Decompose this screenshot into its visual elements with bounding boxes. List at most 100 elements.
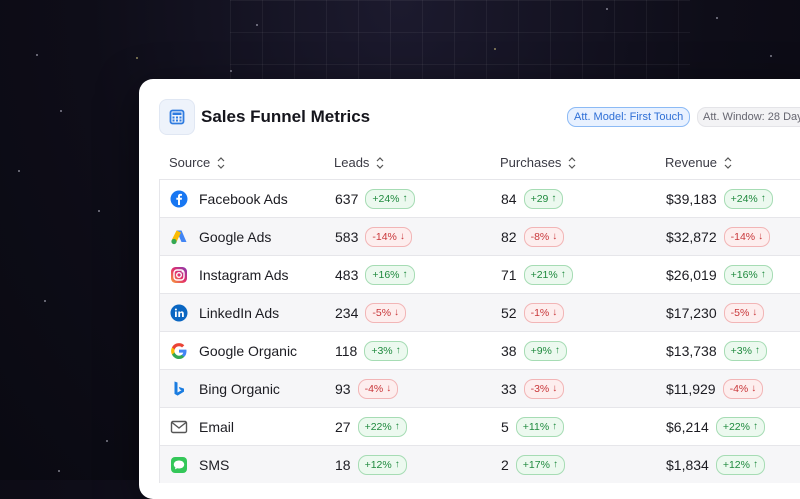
arrow-up-icon: ↑ xyxy=(395,345,401,356)
table-row[interactable]: Instagram Ads 483 +16% ↑ 71 +21% ↑ $26,019 +16% ↑ xyxy=(159,255,800,293)
leads-cell: 18 +12% ↑ xyxy=(335,446,407,483)
revenue-change-badge: +12% ↑ xyxy=(715,454,765,475)
revenue-cell: $11,929 -4% ↓ xyxy=(666,370,764,407)
table-header: Source Leads Purchases Revenue xyxy=(159,153,800,177)
revenue-change-badge: -14% ↓ xyxy=(723,226,771,247)
change-value: +21% xyxy=(530,268,558,281)
attribution-window-pill[interactable]: Att. Window: 28 Days xyxy=(697,107,800,127)
arrow-down-icon: ↓ xyxy=(394,307,400,318)
purchases-value: 52 xyxy=(501,304,517,321)
purchases-value: 2 xyxy=(501,456,509,473)
source-cell: Facebook Ads xyxy=(170,180,288,217)
change-value: +11% xyxy=(522,420,550,433)
arrow-up-icon: ↑ xyxy=(560,269,566,280)
leads-cell: 118 +3% ↑ xyxy=(335,332,408,369)
column-header-leads[interactable]: Leads xyxy=(334,155,385,170)
table-row[interactable]: Email 27 +22% ↑ 5 +11% ↑ $6,214 +22% ↑ xyxy=(159,407,800,445)
google-ads-icon xyxy=(170,228,188,246)
arrow-down-icon: ↓ xyxy=(386,383,392,394)
attribution-model-pill[interactable]: Att. Model: First Touch xyxy=(567,107,691,127)
instagram-icon xyxy=(170,266,188,284)
revenue-value: $17,230 xyxy=(666,304,717,321)
purchases-value: 84 xyxy=(501,190,517,207)
arrow-up-icon: ↑ xyxy=(754,345,760,356)
table-row[interactable]: SMS 18 +12% ↑ 2 +17% ↑ $1,834 +12% ↑ xyxy=(159,445,800,483)
leads-value: 118 xyxy=(335,342,358,359)
purchases-change-badge: +29 ↑ xyxy=(523,188,564,209)
column-header-revenue[interactable]: Revenue xyxy=(665,155,733,170)
leads-change-badge: -4% ↓ xyxy=(357,378,399,399)
purchases-change-badge: +17% ↑ xyxy=(515,454,565,475)
sort-icon xyxy=(724,156,732,169)
leads-change-badge: +24% ↑ xyxy=(365,188,415,209)
leads-change-badge: -14% ↓ xyxy=(365,226,412,247)
leads-change-badge: +3% ↑ xyxy=(364,340,408,361)
change-value: -5% xyxy=(372,306,392,319)
table-row[interactable]: Google Ads 583 -14% ↓ 82 -8% ↓ $32,872 -14% ↓ xyxy=(159,217,800,255)
revenue-change-badge: +3% ↑ xyxy=(723,340,767,361)
arrow-down-icon: ↓ xyxy=(758,231,764,242)
column-header-label: Leads xyxy=(334,155,370,170)
change-value: +9% xyxy=(530,344,552,357)
column-header-source[interactable]: Source xyxy=(169,155,226,170)
email-icon xyxy=(170,418,188,436)
leads-cell: 234 -5% ↓ xyxy=(335,294,407,331)
revenue-value: $1,834 xyxy=(666,456,709,473)
purchases-value: 82 xyxy=(501,228,517,245)
background-grid xyxy=(230,0,690,90)
arrow-up-icon: ↑ xyxy=(552,459,558,470)
arrow-down-icon: ↓ xyxy=(752,307,758,318)
change-value: +16% xyxy=(372,268,400,281)
revenue-value: $32,872 xyxy=(666,228,717,245)
purchases-cell: 71 +21% ↑ xyxy=(501,256,573,293)
leads-value: 637 xyxy=(335,190,359,207)
column-header-label: Purchases xyxy=(500,155,562,170)
change-value: -1% xyxy=(530,306,550,319)
arrow-up-icon: ↑ xyxy=(752,459,758,470)
source-cell: Email xyxy=(170,408,234,445)
column-header-label: Revenue xyxy=(665,155,718,170)
source-cell: Instagram Ads xyxy=(170,256,289,293)
column-header-purchases[interactable]: Purchases xyxy=(500,155,577,170)
revenue-value: $39,183 xyxy=(666,190,717,207)
source-name: Facebook Ads xyxy=(199,190,288,207)
arrow-up-icon: ↑ xyxy=(752,421,758,432)
calculator-icon xyxy=(159,99,195,135)
arrow-down-icon: ↓ xyxy=(552,307,558,318)
arrow-down-icon: ↓ xyxy=(751,383,757,394)
table-row[interactable]: Google Organic 118 +3% ↑ 38 +9% ↑ $13,738 +3% ↑ xyxy=(159,331,800,369)
source-cell: Bing Organic xyxy=(170,370,280,407)
change-value: -14% xyxy=(372,230,397,243)
table-row[interactable]: LinkedIn Ads 234 -5% ↓ 52 -1% ↓ $17,230 -5% ↓ xyxy=(159,293,800,331)
leads-change-badge: +16% ↑ xyxy=(365,264,415,285)
revenue-cell: $39,183 +24% ↑ xyxy=(666,180,773,217)
linkedin-icon xyxy=(170,304,188,322)
leads-cell: 637 +24% ↑ xyxy=(335,180,415,217)
leads-value: 483 xyxy=(335,266,359,283)
change-value: +24% xyxy=(730,192,758,205)
arrow-up-icon: ↑ xyxy=(394,421,400,432)
arrow-down-icon: ↓ xyxy=(552,231,558,242)
table-row[interactable]: Bing Organic 93 -4% ↓ 33 -3% ↓ $11,929 -4% ↓ xyxy=(159,369,800,407)
change-value: +22% xyxy=(722,420,750,433)
source-name: SMS xyxy=(199,456,230,473)
table-row[interactable]: Facebook Ads 637 +24% ↑ 84 +29 ↑ $39,183 +24% ↑ xyxy=(159,179,800,217)
purchases-change-badge: +9% ↑ xyxy=(523,340,567,361)
revenue-change-badge: +22% ↑ xyxy=(715,416,765,437)
card-header: Sales Funnel Metrics Att. Model: First T… xyxy=(159,99,800,135)
google-icon xyxy=(170,342,188,360)
arrow-up-icon: ↑ xyxy=(554,345,560,356)
revenue-cell: $32,872 -14% ↓ xyxy=(666,218,771,255)
purchases-value: 71 xyxy=(501,266,517,283)
leads-cell: 27 +22% ↑ xyxy=(335,408,407,445)
revenue-value: $13,738 xyxy=(666,342,717,359)
revenue-change-badge: +16% ↑ xyxy=(723,264,773,285)
revenue-value: $26,019 xyxy=(666,266,717,283)
purchases-cell: 52 -1% ↓ xyxy=(501,294,565,331)
source-cell: LinkedIn Ads xyxy=(170,294,279,331)
revenue-cell: $26,019 +16% ↑ xyxy=(666,256,773,293)
source-name: Bing Organic xyxy=(199,380,280,397)
sort-icon xyxy=(376,156,384,169)
revenue-cell: $1,834 +12% ↑ xyxy=(666,446,765,483)
change-value: -5% xyxy=(730,306,750,319)
